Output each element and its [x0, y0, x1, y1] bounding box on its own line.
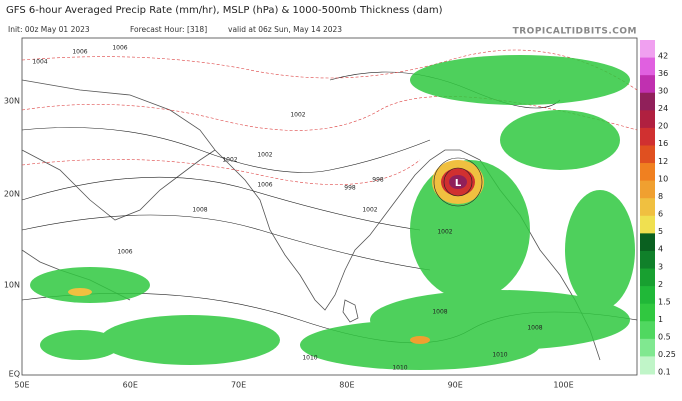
latitude-label: 30N	[4, 97, 20, 106]
isobar-label: 1006	[117, 249, 132, 256]
longitude-label: 50E	[14, 381, 29, 390]
colorbar-swatch	[640, 356, 655, 375]
longitude-label: 100E	[553, 381, 573, 390]
colorbar-swatch	[640, 127, 655, 146]
colorbar-swatch	[640, 250, 655, 270]
isobar-label: 1002	[222, 157, 237, 164]
colorbar-swatch	[640, 321, 655, 340]
colorbar-swatch	[640, 303, 655, 322]
colorbar-swatch	[640, 75, 655, 94]
colorbar-swatch	[640, 198, 655, 217]
thickness-line	[21, 49, 638, 91]
isobar-label: 1002	[437, 229, 452, 236]
longitude-label: 70E	[231, 381, 246, 390]
colorbar-label: 42	[658, 51, 668, 60]
colorbar-label: 0.25	[658, 350, 676, 359]
longitude-label: 60E	[123, 381, 138, 390]
colorbar-swatch	[640, 163, 655, 182]
colorbar-label: 16	[658, 139, 668, 148]
isobar-label: 1006	[257, 182, 272, 189]
colorbar-swatch	[640, 92, 655, 111]
forecast-hour: Forecast Hour: [318]	[130, 25, 207, 34]
island	[342, 299, 359, 323]
latitude-label: EQ	[9, 370, 20, 379]
isobar-label: 1004	[32, 59, 47, 66]
map-panel: L	[21, 37, 638, 376]
isobar-label: 1010	[492, 352, 507, 359]
isobar-label: 1006	[72, 49, 87, 56]
colorbar-label: 12	[658, 157, 668, 166]
isobar-label: 1010	[392, 365, 407, 372]
title: GFS 6-hour Averaged Precip Rate (mm/hr),…	[6, 5, 443, 16]
isobar-label: 1002	[257, 152, 272, 159]
colorbar-label: 5	[658, 227, 663, 236]
colorbar-swatch	[640, 338, 655, 357]
colorbar-label: 3	[658, 262, 663, 271]
colorbar-label: 36	[658, 69, 668, 78]
colorbar-label: 0.1	[658, 368, 671, 377]
thickness-line	[21, 159, 421, 185]
colorbar-label: 2	[658, 280, 663, 289]
isobar	[21, 127, 431, 173]
colorbar-label: 4	[658, 245, 663, 254]
colorbar-swatch	[640, 268, 655, 287]
isobar-label: 1006	[112, 45, 127, 52]
isobar-label: 1010	[302, 355, 317, 362]
isobar-label: 998	[372, 177, 384, 184]
isobar-label: 1002	[290, 112, 305, 119]
valid-time: valid at 06z Sun, May 14 2023	[228, 25, 342, 34]
heavy-precipitation	[68, 160, 484, 344]
latitude-label: 10N	[4, 281, 20, 290]
isobar-label: 1008	[432, 309, 447, 316]
colorbar-label: 0.5	[658, 333, 671, 342]
init-time: Init: 00z May 01 2023	[8, 25, 90, 34]
isobar	[433, 157, 483, 207]
colorbar-label: 24	[658, 104, 668, 113]
coastline	[21, 149, 216, 221]
colorbar-swatch	[640, 40, 655, 59]
isobar-label: 1002	[362, 207, 377, 214]
colorbar-label: 1	[658, 315, 663, 324]
colorbar-label: 6	[658, 210, 663, 219]
isobar-label: 1008	[527, 325, 542, 332]
latitude-label: 20N	[4, 190, 20, 199]
colorbar-swatch	[640, 57, 655, 76]
isobar	[443, 167, 473, 197]
colorbar-label: 8	[658, 192, 663, 201]
isobar	[21, 214, 431, 271]
coastline	[21, 79, 481, 311]
colorbar-label: 1.5	[658, 297, 671, 306]
colorbar-label: 30	[658, 86, 668, 95]
colorbar-label: 20	[658, 122, 668, 131]
longitude-label: 90E	[448, 381, 463, 390]
longitude-label: 80E	[339, 381, 354, 390]
colorbar-swatch	[640, 215, 655, 234]
low-pressure-label: L	[455, 178, 462, 189]
colorbar-label: 10	[658, 174, 668, 183]
isobar-label: 998	[344, 185, 356, 192]
isobar	[21, 176, 421, 231]
colorbar-swatch	[640, 286, 655, 305]
isobar-label: 1008	[192, 207, 207, 214]
watermark: TROPICALTIDBITS.COM	[513, 27, 637, 37]
colorbar-swatch	[640, 110, 655, 129]
colorbar-swatch	[640, 233, 655, 252]
colorbar-swatch	[640, 180, 655, 199]
colorbar-swatch	[640, 145, 655, 164]
